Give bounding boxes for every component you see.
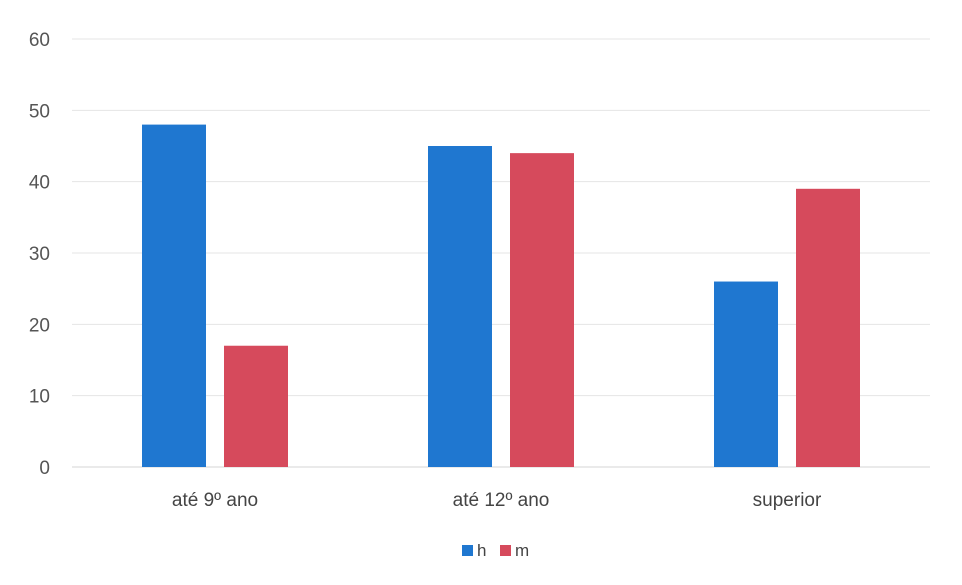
bar-m-1 bbox=[510, 153, 574, 467]
y-tick-label: 20 bbox=[29, 315, 50, 336]
bar-m-2 bbox=[796, 188, 860, 468]
legend-swatch-m bbox=[500, 545, 511, 556]
x-axis-ticks: até 9º ano até 12º ano superior bbox=[172, 490, 822, 511]
x-tick-label: até 9º ano bbox=[172, 490, 258, 511]
bar-m-0 bbox=[224, 345, 288, 467]
legend-label-h: h bbox=[477, 541, 486, 560]
x-tick-label: superior bbox=[753, 490, 822, 511]
y-tick-label: 10 bbox=[29, 387, 50, 408]
y-tick-label: 30 bbox=[29, 244, 50, 265]
x-tick-label: até 12º ano bbox=[453, 490, 550, 511]
bar-h-1 bbox=[428, 146, 492, 467]
y-tick-label: 50 bbox=[29, 101, 50, 122]
legend-swatch-h bbox=[462, 545, 473, 556]
bars bbox=[142, 124, 860, 468]
gridlines bbox=[72, 38, 930, 468]
y-axis-ticks: 0 10 20 30 40 50 60 bbox=[29, 30, 50, 479]
y-tick-label: 0 bbox=[39, 458, 50, 479]
y-tick-label: 40 bbox=[29, 173, 50, 194]
bar-h-0 bbox=[142, 124, 206, 467]
y-tick-label: 60 bbox=[29, 30, 50, 51]
legend-label-m: m bbox=[515, 541, 529, 560]
bar-h-2 bbox=[714, 281, 778, 467]
